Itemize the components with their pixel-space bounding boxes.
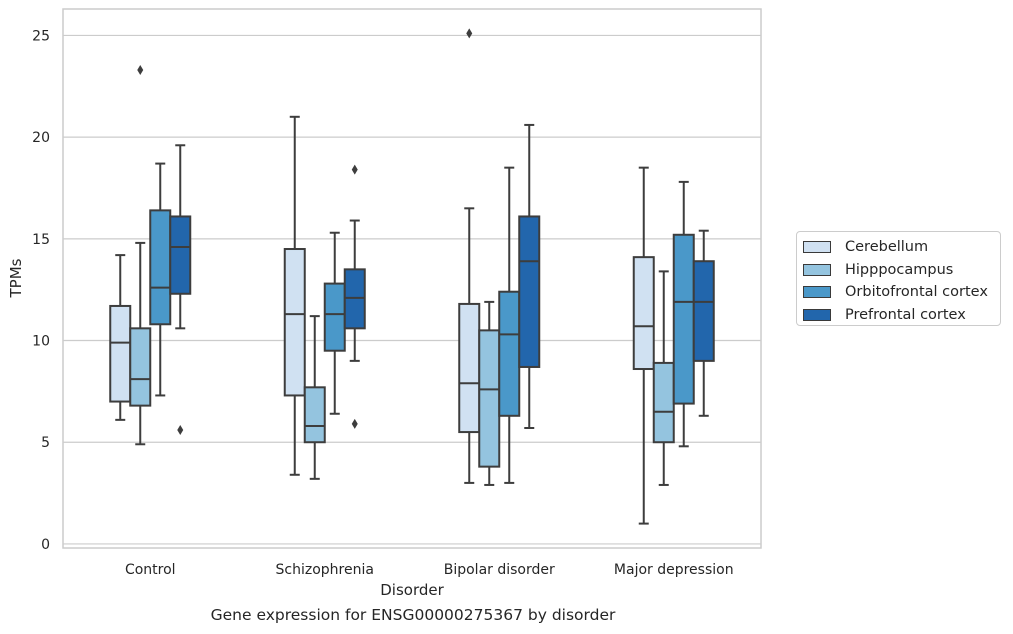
- series-hipppocampus: [129, 65, 675, 486]
- outlier-point: [351, 418, 358, 429]
- legend-item: Hipppocampus: [803, 259, 1000, 282]
- box: [303, 386, 326, 444]
- box: [169, 215, 192, 295]
- y-tick-label: 10: [32, 334, 50, 350]
- legend-label: Prefrontal cortex: [845, 306, 966, 323]
- box: [672, 233, 695, 405]
- outlier-point: [137, 65, 144, 76]
- x-axis-label: Disorder: [380, 581, 444, 599]
- y-tick-label: 0: [41, 537, 50, 553]
- y-tick-label: 25: [32, 28, 50, 44]
- legend-label: Cerebellum: [845, 239, 929, 256]
- box: [283, 248, 306, 397]
- x-tick-label: Schizophrenia: [276, 562, 374, 578]
- outlier-point: [177, 425, 184, 436]
- chart-caption: Gene expression for ENSG00000275367 by d…: [210, 606, 616, 624]
- legend-item: Prefrontal cortex: [803, 304, 1000, 327]
- legend-label: Hipppocampus: [845, 261, 954, 278]
- box: [109, 304, 132, 403]
- box: [149, 209, 172, 326]
- box: [458, 302, 481, 434]
- x-tick-label: Major depression: [614, 562, 734, 578]
- tick-layer: 0 5 10 15 20 25 Control Schizophrenia Bipolar di…: [32, 28, 733, 578]
- plot-frame: [62, 8, 762, 549]
- legend-swatch: [803, 286, 831, 299]
- series-prefrontal-cortex: [169, 123, 715, 436]
- legend-label: Orbitofrontal cortex: [845, 284, 988, 301]
- box-layer: [109, 28, 715, 525]
- series-cerebellum: [109, 28, 655, 525]
- x-tick-label: Bipolar disorder: [444, 562, 555, 578]
- outlier-point: [351, 164, 358, 175]
- legend: Cerebellum Hipppocampus Orbitofrontal cort…: [796, 231, 1001, 326]
- x-tick-label: Control: [125, 562, 176, 578]
- legend-item: Cerebellum: [803, 236, 1000, 259]
- legend-swatch: [803, 241, 831, 254]
- legend-swatch: [803, 308, 831, 321]
- box: [652, 361, 675, 444]
- legend-swatch: [803, 263, 831, 276]
- box: [343, 268, 366, 330]
- box: [692, 260, 715, 362]
- y-tick-label: 20: [32, 130, 50, 146]
- box: [129, 327, 152, 407]
- series-orbitofrontal-cortex: [149, 162, 695, 484]
- y-tick-label: 5: [41, 435, 50, 451]
- box: [478, 329, 501, 468]
- box: [498, 290, 521, 417]
- legend-item: Orbitofrontal cortex: [803, 281, 1000, 304]
- y-axis-label: TPMs: [7, 258, 25, 298]
- y-tick-label: 15: [32, 232, 50, 248]
- box: [518, 215, 541, 368]
- box: [323, 282, 346, 352]
- outlier-point: [466, 28, 473, 39]
- box: [632, 256, 655, 371]
